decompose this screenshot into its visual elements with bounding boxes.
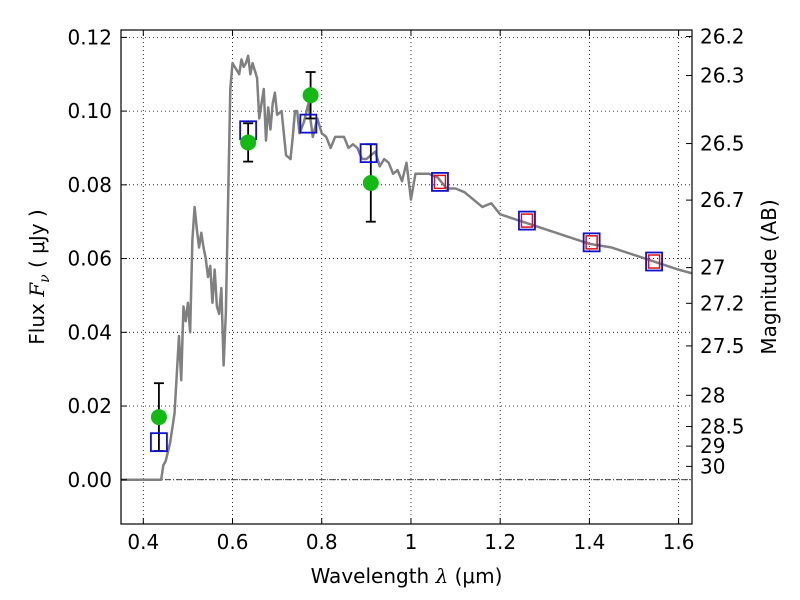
y2-tick-label: 26.2 (700, 25, 745, 49)
y2-tick-label: 26.3 (700, 64, 745, 88)
y-tick-label: 0.08 (67, 173, 112, 197)
y-tick-label: 0.00 (67, 468, 112, 492)
observed-flux-point (150, 409, 167, 426)
observed-flux-point (362, 174, 379, 191)
plot-frame (120, 29, 693, 525)
model-band-square (582, 232, 601, 253)
model-band-square (299, 113, 318, 134)
y-axis-label: Flux Fν ( μJy ) (25, 209, 53, 344)
x-axis-label: Wavelength λ (μm) (311, 564, 503, 588)
inner-red-square (585, 235, 598, 250)
y-tick-label: 0.10 (67, 99, 112, 123)
x-tick-label: 1.4 (573, 530, 605, 554)
x-tick-label: 0.6 (217, 530, 249, 554)
y2-tick-label: 26.5 (700, 132, 745, 156)
inner-red-square (647, 254, 661, 269)
x-tick-label: 1.2 (484, 530, 516, 554)
y2-tick-label: 29 (700, 434, 725, 458)
y2-tick-label: 27.2 (700, 291, 745, 315)
model-band-square (150, 432, 168, 453)
observed-flux-point (302, 87, 319, 104)
model-band-square (359, 143, 378, 164)
model-band-square (518, 210, 536, 231)
x-tick-label: 0.4 (127, 530, 159, 554)
inner-red-square (520, 213, 534, 228)
model-spectrum-series (121, 54, 693, 482)
y2-tick-label: 26.7 (700, 188, 745, 212)
y2-tick-label: 27 (700, 256, 725, 280)
data-points (150, 71, 663, 453)
x-tick-label: 1 (405, 530, 418, 554)
x-tick-label: 0.8 (306, 530, 338, 554)
x-tick-label: 1.6 (663, 530, 695, 554)
y2-axis-label: Magnitude (AB) (757, 199, 781, 354)
y-tick-label: 0.12 (67, 25, 112, 49)
axis-ticks: 0.4 0.6 0.8 1 1.2 1.4 1.6 0.00 0.02 0.04 0.06 0.08 0… (67, 25, 744, 554)
model-band-square (645, 251, 663, 272)
y2-tick-label: 27.5 (700, 334, 745, 358)
inner-red-square (433, 174, 447, 190)
model-band-square (431, 171, 449, 192)
observed-flux-point (240, 134, 257, 151)
grid (121, 30, 692, 524)
y-tick-label: 0.04 (67, 320, 112, 344)
y2-tick-label: 30 (700, 454, 725, 478)
y2-tick-label: 28 (700, 383, 725, 407)
y-tick-label: 0.02 (67, 394, 112, 418)
y2-tick-label: 28.5 (700, 414, 745, 438)
model-spectrum-line (121, 54, 693, 482)
y-tick-label: 0.06 (67, 247, 112, 271)
